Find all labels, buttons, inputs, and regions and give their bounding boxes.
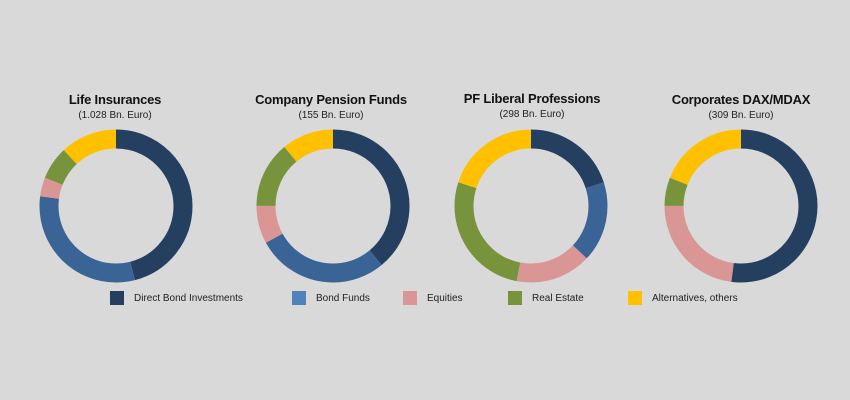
legend-label-bond-funds: Bond Funds	[316, 292, 370, 304]
legend-label-alternatives-others: Alternatives, others	[652, 292, 738, 304]
chart-subtitle-pf-liberal-professions: (298 Bn. Euro)	[499, 109, 565, 120]
legend-swatch-alternatives-others	[628, 291, 642, 305]
legend-item-direct-bond-investments: Direct Bond Investments	[110, 291, 243, 305]
slice-life-insurances-bond-funds	[39, 129, 193, 283]
slice-pf-liberal-professions-bond-funds	[454, 129, 608, 283]
legend-label-real-estate: Real Estate	[532, 292, 584, 304]
donut-pf-liberal-professions	[454, 129, 608, 283]
slice-corporates-dax-mdax-alternatives-others	[664, 129, 818, 283]
slice-pf-liberal-professions-equities	[454, 129, 608, 283]
chart-title-corporates-dax-mdax: Corporates DAX/MDAX	[671, 92, 811, 107]
donut-life-insurances	[39, 129, 193, 283]
slice-company-pension-funds-equities	[256, 129, 410, 283]
slice-company-pension-funds-bond-funds	[256, 129, 410, 283]
slice-pf-liberal-professions-real-estate	[454, 129, 608, 283]
chart-legend: Direct Bond Investments Bond Funds Equit…	[0, 291, 850, 309]
chart-subtitle-life-insurances: (1.028 Bn. Euro)	[78, 110, 152, 121]
slice-pf-liberal-professions-alternatives-others	[454, 129, 608, 283]
legend-item-bond-funds: Bond Funds	[292, 291, 370, 305]
slice-life-insurances-alternatives-others	[39, 129, 193, 283]
donut-corporates-dax-mdax	[664, 129, 818, 283]
legend-item-alternatives-others: Alternatives, others	[628, 291, 738, 305]
legend-item-equities: Equities	[403, 291, 463, 305]
chart-subtitle-company-pension-funds: (155 Bn. Euro)	[298, 110, 364, 121]
legend-item-real-estate: Real Estate	[508, 291, 584, 305]
slice-corporates-dax-mdax-equities	[664, 129, 818, 283]
chart-title-life-insurances: Life Insurances	[68, 92, 162, 107]
legend-swatch-bond-funds	[292, 291, 306, 305]
legend-swatch-real-estate	[508, 291, 522, 305]
chart-subtitle-corporates-dax-mdax: (309 Bn. Euro)	[708, 110, 774, 121]
legend-swatch-direct-bond-investments	[110, 291, 124, 305]
chart-title-pf-liberal-professions: PF Liberal Professions	[463, 91, 601, 106]
chart-title-company-pension-funds: Company Pension Funds	[255, 92, 407, 107]
donut-company-pension-funds	[256, 129, 410, 283]
legend-label-direct-bond-investments: Direct Bond Investments	[134, 292, 243, 304]
legend-swatch-equities	[403, 291, 417, 305]
slice-company-pension-funds-alternatives-others	[256, 129, 410, 283]
legend-label-equities: Equities	[427, 292, 463, 304]
